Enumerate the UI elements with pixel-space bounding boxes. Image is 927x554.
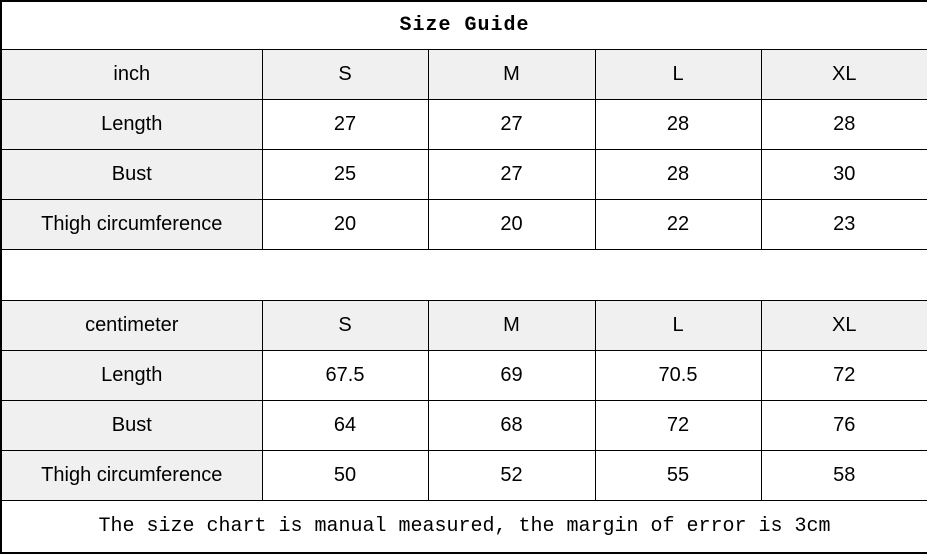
measurement-label: Thigh circumference	[0, 449, 263, 501]
size-value: 27	[427, 148, 596, 200]
size-value: 27	[427, 98, 596, 150]
size-value: 58	[760, 449, 927, 501]
table-row: Thigh circumference 50 52 55 58	[0, 449, 927, 501]
size-value: 25	[261, 148, 429, 200]
size-value: 50	[261, 449, 429, 501]
size-value: 67.5	[261, 349, 429, 401]
size-value: 20	[427, 198, 596, 250]
size-column-header-l: L	[594, 48, 762, 100]
size-column-header-l: L	[594, 299, 762, 351]
size-value: 30	[760, 148, 927, 200]
unit-header-centimeter: centimeter	[0, 299, 263, 351]
table-row: Bust 25 27 28 30	[0, 148, 927, 200]
size-value: 27	[261, 98, 429, 150]
size-value: 64	[261, 399, 429, 451]
footer-row: The size chart is manual measured, the m…	[0, 499, 927, 554]
size-column-header-xl: XL	[760, 299, 927, 351]
size-value: 72	[760, 349, 927, 401]
size-value: 23	[760, 198, 927, 250]
table-row: Length 67.5 69 70.5 72	[0, 349, 927, 401]
size-column-header-s: S	[261, 48, 429, 100]
title-row: Size Guide	[0, 0, 927, 50]
size-value: 28	[760, 98, 927, 150]
spacer-row	[0, 248, 927, 301]
size-column-header-xl: XL	[760, 48, 927, 100]
page-title: Size Guide	[0, 0, 927, 50]
size-value: 69	[427, 349, 596, 401]
measurement-label: Thigh circumference	[0, 198, 263, 250]
spacer-cell	[0, 248, 927, 301]
size-value: 70.5	[594, 349, 762, 401]
measurement-label: Length	[0, 98, 263, 150]
size-value: 28	[594, 98, 762, 150]
size-column-header-s: S	[261, 299, 429, 351]
table-row: Thigh circumference 20 20 22 23	[0, 198, 927, 250]
centimeter-header-row: centimeter S M L XL	[0, 299, 927, 351]
size-column-header-m: M	[427, 48, 596, 100]
size-value: 20	[261, 198, 429, 250]
measurement-label: Bust	[0, 148, 263, 200]
unit-header-inch: inch	[0, 48, 263, 100]
size-value: 22	[594, 198, 762, 250]
size-value: 68	[427, 399, 596, 451]
footer-note: The size chart is manual measured, the m…	[0, 499, 927, 554]
size-value: 55	[594, 449, 762, 501]
measurement-label: Bust	[0, 399, 263, 451]
size-value: 76	[760, 399, 927, 451]
inch-header-row: inch S M L XL	[0, 48, 927, 100]
measurement-label: Length	[0, 349, 263, 401]
size-value: 72	[594, 399, 762, 451]
size-column-header-m: M	[427, 299, 596, 351]
table-row: Length 27 27 28 28	[0, 98, 927, 150]
size-value: 52	[427, 449, 596, 501]
size-value: 28	[594, 148, 762, 200]
table-row: Bust 64 68 72 76	[0, 399, 927, 451]
